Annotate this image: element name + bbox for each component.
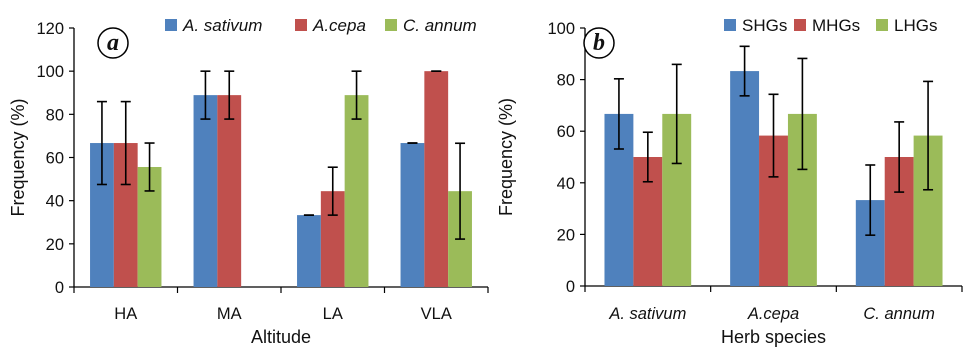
legend-swatch (876, 19, 888, 31)
legend-label: C. annum (403, 16, 477, 35)
x-axis-title: Herb species (721, 327, 826, 347)
x-axis-title: Altitude (251, 327, 311, 347)
y-tick-label: 40 (557, 175, 575, 193)
y-tick-label: 60 (557, 123, 575, 141)
legend-label: LHGs (894, 16, 937, 35)
bar (217, 95, 242, 287)
y-tick-label: 60 (46, 150, 64, 168)
y-tick-label: 80 (557, 72, 575, 90)
legend-swatch (794, 19, 806, 31)
panel-letter: b (593, 30, 605, 56)
bar (193, 95, 218, 287)
y-tick-label: 20 (46, 236, 64, 254)
legend-swatch (385, 19, 397, 31)
bar (320, 191, 345, 287)
bar (730, 71, 760, 286)
legend-label: A. sativum (182, 16, 262, 35)
bar (344, 95, 369, 287)
panel-letter-circle (97, 27, 129, 59)
x-tick-label: C. annum (863, 305, 935, 323)
x-tick-label: LA (323, 305, 343, 323)
bar (137, 166, 162, 287)
y-tick-label: 0 (55, 279, 64, 297)
bar (400, 143, 425, 287)
legend-swatch (165, 19, 177, 31)
legend-label: SHGs (742, 16, 787, 35)
y-tick-label: 40 (46, 193, 64, 211)
chart-panel-b: 0 20 40 60 80 100 A. sativum A.cepa C. annum SHGs… (496, 16, 963, 347)
bar (90, 143, 114, 287)
y-tick-label: 80 (46, 106, 64, 124)
legend-label: MHGs (812, 16, 860, 35)
legend-label: A.cepa (312, 16, 366, 35)
chart-panel-a: 0 20 40 60 80 100 120 HA MA LA VLA A. sativum A.cepa… (8, 16, 489, 347)
y-axis-title: Frequency (%) (8, 98, 28, 216)
y-tick-label: 0 (566, 278, 575, 296)
y-axis-title: Frequency (%) (496, 98, 516, 216)
y-tick-label: 20 (557, 226, 575, 244)
panel-letter-circle (583, 27, 615, 59)
bar (113, 143, 138, 287)
y-tick-label: 100 (547, 20, 575, 38)
x-tick-label: A.cepa (747, 305, 799, 323)
y-tick-label: 120 (36, 20, 64, 38)
legend-swatch (295, 19, 307, 31)
x-tick-label: VLA (421, 305, 452, 323)
bar (424, 71, 449, 288)
panel-letter: a (107, 30, 119, 56)
legend-swatch (724, 19, 736, 31)
x-tick-label: HA (114, 305, 137, 323)
x-tick-label: A. sativum (608, 305, 686, 323)
bar (297, 215, 321, 287)
x-tick-label: MA (217, 305, 242, 323)
y-tick-label: 100 (36, 63, 64, 81)
